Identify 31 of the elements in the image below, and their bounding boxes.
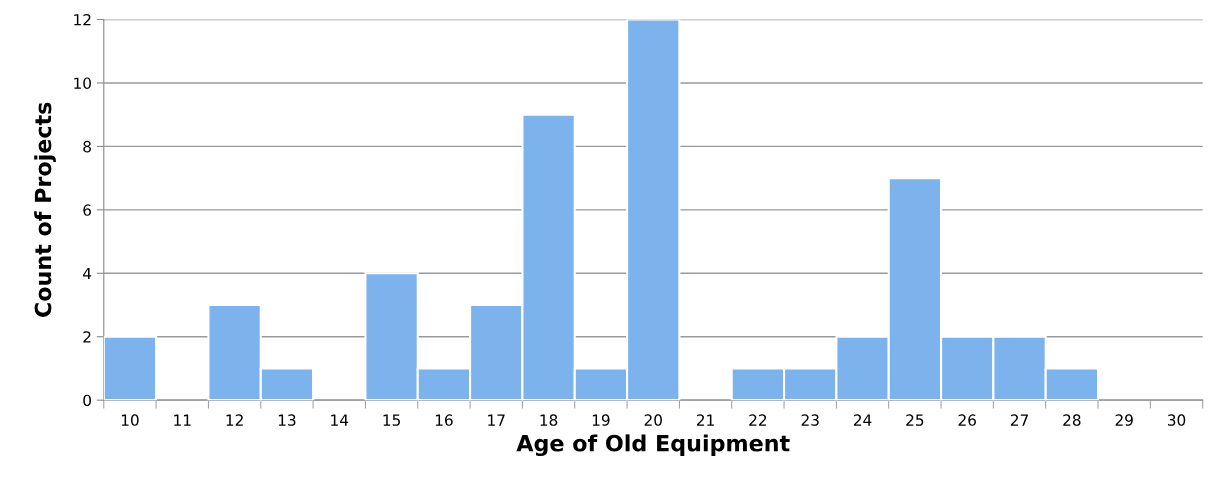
x-tick-label: 13 [278,414,296,426]
x-tick-label: 16 [435,414,453,426]
x-tick-label: 10 [121,414,139,426]
x-tick-label: 24 [853,414,872,426]
x-tick-label: 17 [488,414,505,426]
x-tick-label: 18 [540,414,558,426]
x-tick-label: 11 [174,414,191,426]
bar [103,335,158,401]
y-tick-label: 4 [83,267,92,280]
x-tick-label: 26 [958,414,976,426]
y-tick-label: 12 [74,13,91,26]
x-tick-label: 27 [1010,414,1028,426]
y-axis-title: Count of Projects [34,102,56,317]
y-tick-label: 8 [83,140,91,153]
x-tick-label: 20 [644,414,662,426]
x-tick-label: 15 [383,414,400,426]
y-tick-label: 0 [83,394,91,407]
x-tick-label: 30 [1167,414,1186,426]
x-axis-title: Age of Old Equipment [516,434,790,457]
x-tick-label: 22 [749,414,767,426]
x-tick-label: 29 [1115,414,1133,426]
x-tick-label: 21 [696,414,714,426]
x-tick-label: 12 [226,414,243,426]
x-tick-label: 19 [592,414,610,426]
y-tick-label: 6 [83,204,92,216]
x-tick-label: 14 [331,414,349,426]
y-tick-label: 10 [74,77,91,89]
x-tick-label: 25 [906,414,924,426]
y-tick-label: 2 [83,331,91,343]
x-tick-label: 23 [801,414,819,426]
x-tick-label: 28 [1063,414,1081,426]
